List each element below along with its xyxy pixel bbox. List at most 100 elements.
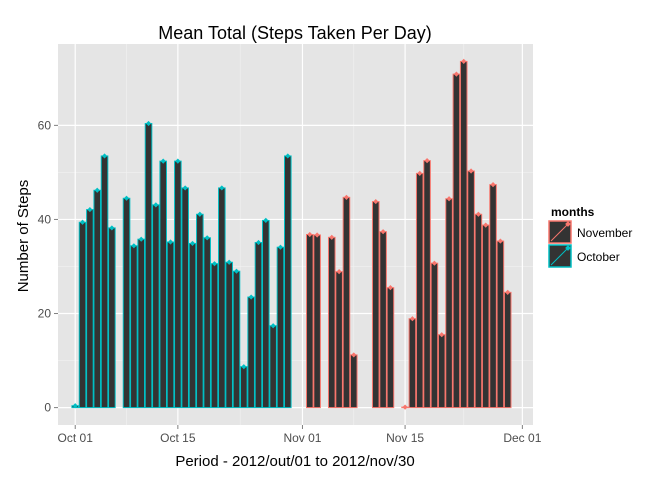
bar-october <box>152 204 160 409</box>
bar-october <box>108 227 116 409</box>
bar-october <box>122 197 131 409</box>
x-axis-ticks: Oct 01 Oct 15 Nov 01 Nov 15 Dec 01 <box>58 425 542 445</box>
y-tick-label: 40 <box>38 212 52 226</box>
bar-marker-october <box>204 235 210 241</box>
bar-october <box>232 270 241 409</box>
y-axis-ticks: 0 20 40 60 <box>38 118 58 415</box>
chart-title: Mean Total (Steps Taken Per Day) <box>158 23 431 43</box>
bar-marker-october <box>277 244 284 250</box>
bar-marker-october <box>72 403 78 409</box>
bar-november <box>423 160 431 409</box>
legend-key-october <box>548 244 572 268</box>
bar-marker-november <box>380 229 386 235</box>
bar-marker-november <box>461 58 467 65</box>
bar-november <box>386 287 395 409</box>
bar-marker-november <box>336 269 342 275</box>
y-tick-label: 0 <box>44 401 51 415</box>
bar-marker-november <box>343 194 350 200</box>
bar-marker-november <box>453 71 459 77</box>
x-tick-label: Dec 01 <box>503 431 541 445</box>
bar-october <box>262 219 270 409</box>
bar-october <box>196 213 204 409</box>
bar-october <box>210 263 219 409</box>
bar-november <box>496 240 505 409</box>
bar-october <box>181 187 189 409</box>
bar-marker-october <box>270 323 276 329</box>
bar-marker-october <box>182 185 188 191</box>
bar-marker-november <box>373 198 379 205</box>
bar-october <box>240 366 248 409</box>
bar-november <box>415 172 424 409</box>
bar-november <box>379 231 387 409</box>
bar-november <box>327 236 336 409</box>
bar-october <box>166 241 175 409</box>
bar-november <box>489 184 497 409</box>
bar-november <box>335 271 343 409</box>
bar-marker-october <box>175 158 181 164</box>
bar-november <box>452 73 461 409</box>
bar-november <box>342 196 351 409</box>
legend: months November October <box>548 205 632 268</box>
bar-marker-october <box>263 217 269 223</box>
bar-marker-november <box>483 222 489 228</box>
bar-marker-november <box>329 234 335 240</box>
x-tick-label: Oct 15 <box>160 431 196 445</box>
bar-october <box>218 187 226 409</box>
bar-marker-november <box>424 158 430 164</box>
bar-marker-november <box>446 196 452 202</box>
bar-marker-october <box>153 202 159 208</box>
bar-november <box>408 318 417 409</box>
bar-marker-november <box>387 285 394 291</box>
bars <box>71 60 512 409</box>
y-axis-label: Number of Steps <box>15 180 32 293</box>
bar-october <box>144 122 153 409</box>
bar-october <box>254 241 263 409</box>
bar-marker-october <box>197 211 203 217</box>
bar-marker-november <box>314 232 320 238</box>
bar-marker-october <box>109 225 115 231</box>
bar-october <box>137 238 145 409</box>
bar-november <box>445 198 453 409</box>
bar-november <box>459 60 468 409</box>
bar-october <box>100 155 109 409</box>
bar-marker-october <box>145 120 152 127</box>
bar-october <box>247 296 255 409</box>
bar-marker-november <box>417 170 423 176</box>
bar-marker-october <box>167 239 174 245</box>
bar-marker-october <box>94 187 100 193</box>
bar-october <box>93 189 102 409</box>
bar-marker-october <box>226 259 232 265</box>
bar-marker-october <box>255 239 262 246</box>
legend-label-october: October <box>577 250 620 264</box>
bar-marker-november <box>475 211 481 217</box>
bar-marker-november <box>468 168 474 174</box>
bar-november <box>503 291 512 409</box>
bar-november <box>430 262 439 409</box>
bar-marker-october <box>138 236 144 242</box>
bar-marker-november <box>490 182 496 188</box>
y-tick-label: 20 <box>38 307 52 321</box>
bar-marker-october <box>87 206 93 213</box>
bar-marker-october <box>248 294 254 300</box>
bar-november <box>313 234 321 409</box>
y-tick-label: 60 <box>38 118 52 132</box>
x-tick-label: Nov 15 <box>386 431 424 445</box>
bar-marker-october <box>79 219 86 225</box>
bar-marker-november <box>351 352 357 358</box>
legend-key-november <box>548 220 572 244</box>
bar-marker-november <box>505 289 511 295</box>
bar-november <box>474 213 483 409</box>
x-tick-label: Nov 01 <box>283 431 321 445</box>
bar-marker-november <box>497 238 503 244</box>
legend-label-november: November <box>577 226 632 240</box>
bar-marker-october <box>160 158 166 164</box>
bar-marker-october <box>285 153 291 159</box>
bar-markers <box>72 58 511 410</box>
x-tick-label: Oct 01 <box>58 431 94 445</box>
bar-marker-november <box>431 260 438 266</box>
bar-november <box>467 170 475 409</box>
bar-marker-october <box>189 240 196 247</box>
bar-marker-october <box>233 268 240 274</box>
bar-marker-october <box>101 153 108 159</box>
